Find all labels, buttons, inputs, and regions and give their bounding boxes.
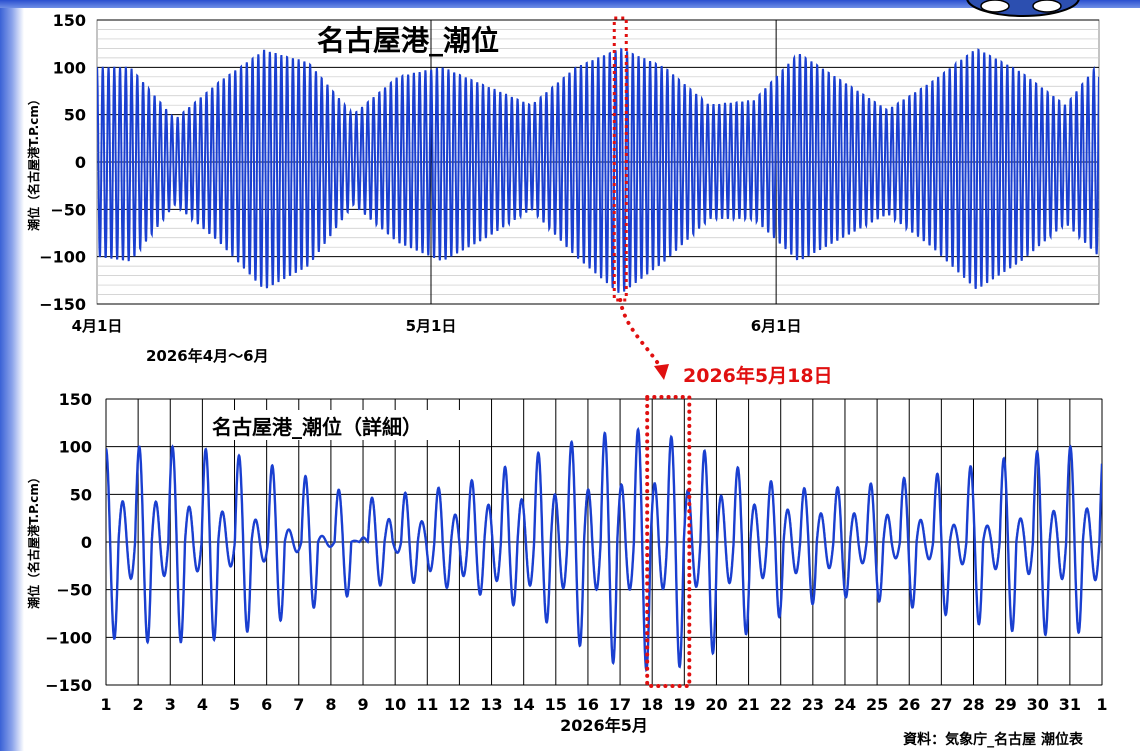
top-banner	[0, 0, 1140, 8]
y-tick-label: −100	[45, 628, 92, 647]
y-tick-label: −150	[39, 295, 86, 314]
y-tick-label: 150	[59, 390, 92, 409]
chart-detail-y-ticks: 150 100 50 0 −50 −100 −150	[45, 390, 92, 695]
x-tick-label: 15	[545, 695, 567, 714]
y-tick-label: 100	[53, 58, 86, 77]
x-tick-label: 12	[448, 695, 470, 714]
highlight-connector	[618, 298, 669, 380]
x-tick-label: 30	[1027, 695, 1049, 714]
x-tick-label: 6	[261, 695, 272, 714]
x-tick-label: 26	[898, 695, 920, 714]
chart-detail-highlight-box	[645, 395, 692, 688]
x-tick-label: 31	[1059, 695, 1081, 714]
chart-detail-y-label: 潮位（名古屋港T.P.cm）	[26, 471, 41, 609]
y-tick-label: 0	[75, 153, 86, 172]
source-note: 資料：気象庁_名古屋 潮位表	[903, 731, 1084, 748]
y-tick-label: 0	[81, 533, 92, 552]
y-tick-label: −50	[56, 581, 92, 600]
x-tick-label: 18	[641, 695, 663, 714]
x-tick-label: 27	[930, 695, 952, 714]
chart-detail-x-label: 2026年5月	[560, 716, 648, 735]
chart-overview: 150 100 50 0 −50 −100 −150 4月1日 5月1日 6月1日 名古屋港_潮…	[26, 11, 1100, 365]
x-tick-label: 29	[994, 695, 1016, 714]
x-tick-label: 17	[609, 695, 631, 714]
chart-overview-y-ticks: 150 100 50 0 −50 −100 −150	[39, 11, 86, 314]
chart-overview-title: 名古屋港_潮位	[317, 24, 499, 57]
x-tick-label: 5月1日	[406, 317, 457, 335]
x-tick-label: 13	[480, 695, 502, 714]
x-tick-label: 6月1日	[751, 317, 802, 335]
x-tick-label: 7	[293, 695, 304, 714]
chart-overview-x-ticks: 4月1日 5月1日 6月1日	[72, 317, 802, 335]
y-tick-label: −150	[45, 676, 92, 695]
x-tick-label: 5	[229, 695, 240, 714]
x-tick-label: 28	[962, 695, 984, 714]
x-tick-label: 24	[834, 695, 856, 714]
x-tick-label: 8	[325, 695, 336, 714]
x-tick-label: 11	[416, 695, 438, 714]
x-tick-label: 4月1日	[72, 317, 123, 335]
chart-detail-tide-line	[106, 426, 1102, 673]
x-tick-label: 25	[866, 695, 888, 714]
x-tick-label: 23	[802, 695, 824, 714]
chart-detail-x-ticks: 1 2 3 4 5 6 7 8 9 10 11 12 13 14 15 16 17 18 19 20 21 22 23 24 2…	[100, 695, 1107, 714]
x-tick-label: 2	[133, 695, 144, 714]
x-tick-label: 20	[705, 695, 727, 714]
mascot-logo	[966, 0, 1080, 17]
x-tick-label: 4	[197, 695, 208, 714]
x-tick-label: 21	[737, 695, 759, 714]
y-tick-label: 50	[70, 485, 92, 504]
y-tick-label: 100	[59, 438, 92, 457]
x-tick-label: 22	[770, 695, 792, 714]
highlight-date-label: 2026年5月18日	[683, 364, 833, 387]
x-tick-label: 16	[577, 695, 599, 714]
x-tick-label: 19	[673, 695, 695, 714]
x-tick-label: 3	[165, 695, 176, 714]
x-tick-label: 9	[357, 695, 368, 714]
x-tick-label: 1	[1096, 695, 1107, 714]
x-tick-label: 14	[513, 695, 535, 714]
y-tick-label: −100	[39, 248, 86, 267]
x-tick-label: 1	[100, 695, 111, 714]
chart-overview-tide-line	[97, 47, 1099, 293]
chart-detail-title-box	[206, 410, 468, 440]
chart-overview-period-label: 2026年4月～6月	[146, 347, 269, 365]
x-tick-label: 10	[384, 695, 406, 714]
y-tick-label: −50	[50, 200, 86, 219]
y-tick-label: 150	[53, 11, 86, 30]
y-tick-label: 50	[64, 106, 86, 125]
chart-overview-y-label: 潮位（名古屋港T.P.cm）	[26, 93, 41, 231]
chart-detail-title: 名古屋港_潮位（詳細）	[212, 415, 422, 439]
